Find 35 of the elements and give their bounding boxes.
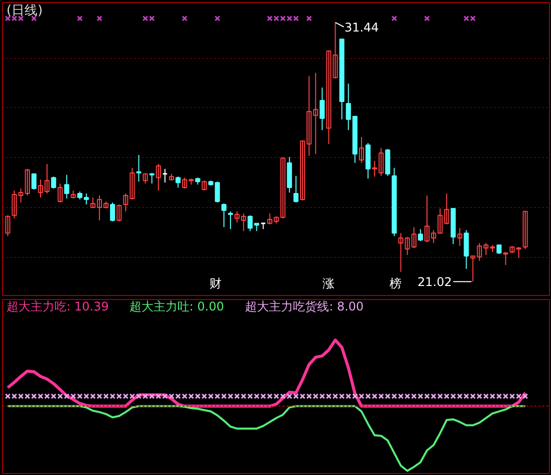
candlestick — [136, 154, 142, 182]
candlestick — [320, 87, 325, 131]
candlestick — [149, 172, 154, 184]
candlestick — [176, 176, 181, 188]
text: 超大主力吃: 10.39 — [6, 300, 109, 314]
annotation: 涨 — [322, 276, 335, 290]
candlestick — [31, 173, 36, 190]
candlestick — [51, 176, 56, 190]
candlestick — [162, 168, 168, 184]
candlestick — [418, 228, 423, 242]
candlestick — [116, 204, 122, 222]
annotation: 31.44 — [344, 20, 379, 34]
chart-title: (日线) — [6, 4, 43, 18]
candlestick — [457, 228, 462, 247]
candlestick — [5, 214, 10, 237]
candlestick — [293, 175, 299, 203]
candlestick — [221, 202, 226, 228]
candlestick — [228, 210, 233, 230]
annotation: 21.02 — [418, 275, 452, 290]
candlestick — [110, 202, 116, 222]
annotation: 榜 — [389, 276, 402, 290]
candlestick — [64, 174, 70, 199]
text: 超大主力吐: 0.00 — [129, 300, 224, 314]
text: 超大主力吃货线: 8.00 — [245, 300, 364, 314]
candlestick — [202, 180, 207, 192]
candlestick — [142, 173, 148, 184]
candlestick — [503, 251, 508, 266]
candlestick — [156, 163, 161, 192]
candlestick — [385, 148, 390, 176]
annotation: 财 — [210, 276, 222, 290]
candlestick — [366, 142, 371, 180]
candlestick — [358, 136, 364, 164]
candlestick — [58, 183, 63, 203]
candlestick — [522, 210, 528, 250]
candlestick — [464, 230, 469, 270]
